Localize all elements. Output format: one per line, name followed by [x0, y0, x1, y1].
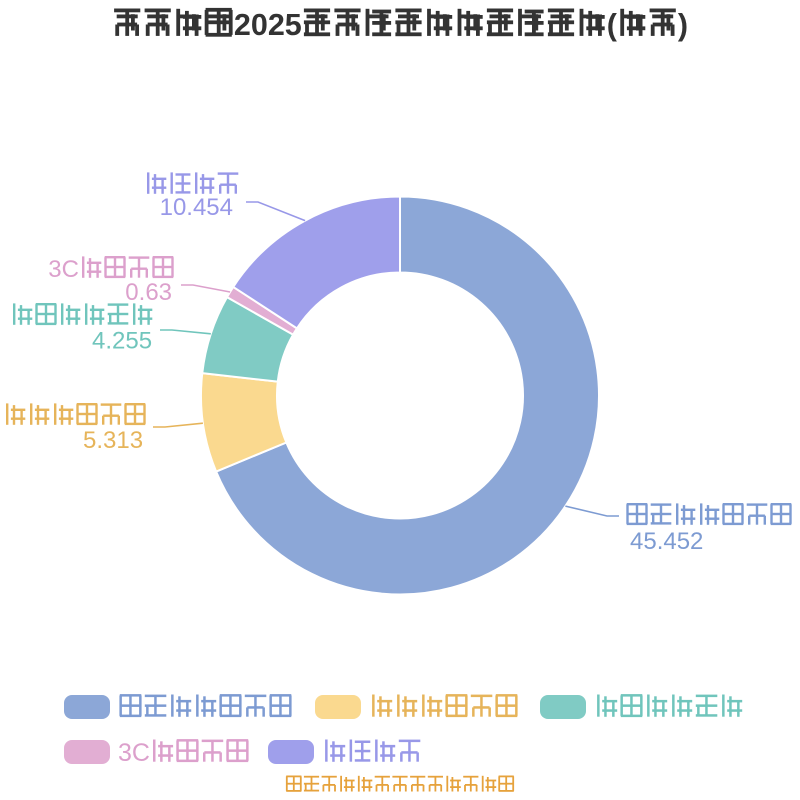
svg-text:2025: 2025	[234, 8, 302, 42]
svg-text:45.452: 45.452	[630, 528, 703, 555]
svg-text:10.454: 10.454	[160, 194, 233, 221]
svg-text:(: (	[607, 8, 618, 42]
svg-text:3C: 3C	[48, 256, 79, 283]
svg-text:): )	[678, 8, 688, 42]
svg-text:4.255: 4.255	[92, 328, 152, 355]
svg-text:0.63: 0.63	[125, 279, 172, 306]
svg-text:5.313: 5.313	[83, 427, 143, 454]
svg-text:3C: 3C	[118, 739, 150, 767]
